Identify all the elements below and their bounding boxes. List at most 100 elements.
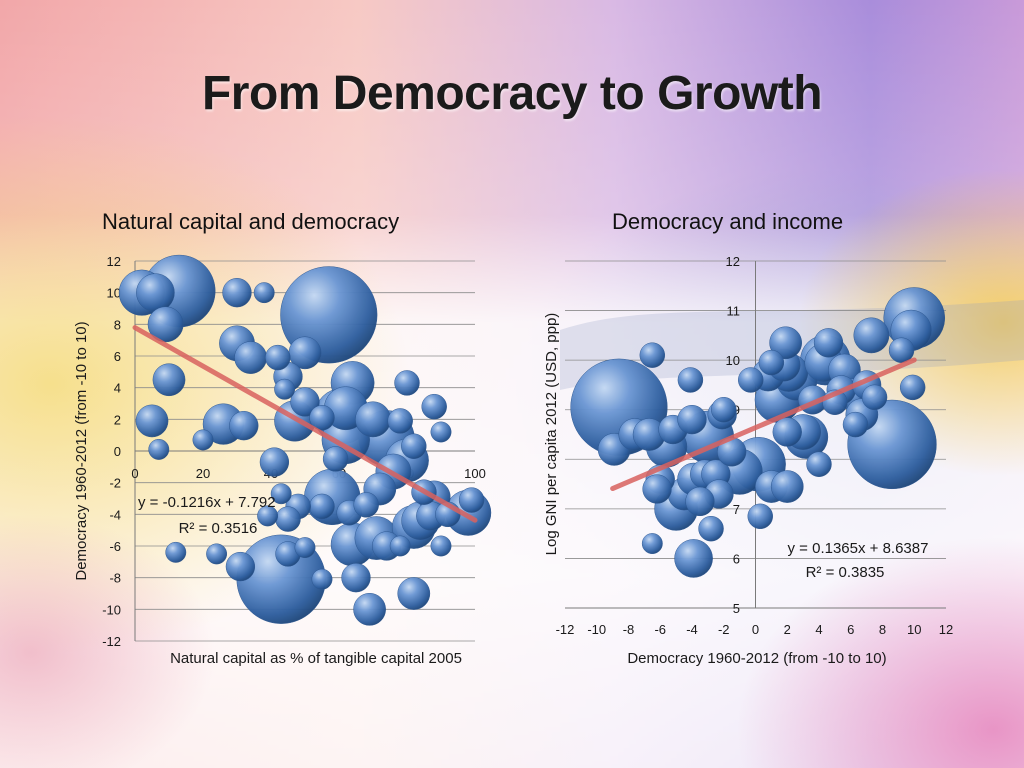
right-data-point: [758, 349, 785, 376]
left-trendline: [132, 325, 478, 523]
left-y-tick-label: -4: [109, 507, 121, 522]
right-y-tick-label: 6: [733, 551, 740, 566]
left-r-squared: R² = 0.3516: [179, 520, 258, 537]
right-x-tick-label: -4: [686, 622, 698, 637]
left-data-point: [394, 370, 420, 396]
left-data-point: [234, 341, 267, 374]
right-y-tick-label: 5: [733, 601, 740, 616]
right-data-point: [842, 411, 869, 438]
right-data-point: [641, 533, 663, 554]
left-y-tick-label: 12: [107, 254, 121, 269]
left-data-point: [430, 535, 452, 557]
left-chart-title: Natural capital and democracy: [102, 209, 400, 234]
right-data-point: [806, 451, 832, 477]
right-data-point: [674, 539, 713, 578]
left-y-tick-label: 8: [114, 317, 121, 332]
left-x-tick-label: 20: [196, 466, 210, 481]
left-data-point: [147, 306, 184, 343]
right-x-tick-label: 10: [907, 622, 921, 637]
right-data-point: [738, 367, 764, 393]
left-data-point: [229, 411, 259, 441]
left-data-point: [259, 447, 290, 477]
right-data-point: [853, 317, 890, 354]
right-y-tick-label: 12: [726, 254, 740, 269]
right-y-tick-label: 7: [733, 502, 740, 517]
left-y-tick-label: 2: [114, 412, 121, 427]
left-trendline-equation: y = -0.1216x + 7.792: [138, 494, 276, 511]
right-data-point: [642, 474, 672, 504]
right-x-tick-label: 4: [815, 622, 822, 637]
left-y-tick-label: 6: [114, 349, 121, 364]
right-y-tick-label: 10: [726, 353, 740, 368]
right-data-point: [677, 404, 707, 435]
left-y-tick-label: 10: [107, 286, 121, 301]
left-data-point: [322, 446, 349, 472]
left-data-point: [253, 282, 275, 304]
left-y-tick-label: 0: [114, 444, 121, 459]
left-y-tick-label: -2: [109, 476, 121, 491]
right-trendline: [610, 357, 917, 492]
right-x-tick-label: 6: [847, 622, 854, 637]
slide-title: From Democracy to Growth: [201, 67, 823, 120]
left-data-point: [387, 408, 413, 434]
right-x-tick-label: -8: [623, 622, 635, 637]
left-data-point: [341, 563, 371, 593]
right-y-tick-label: 11: [727, 304, 741, 319]
right-x-tick-label: 12: [939, 622, 953, 637]
left-data-point: [225, 551, 256, 582]
right-data-point: [711, 396, 737, 423]
left-data-point: [206, 543, 228, 565]
left-data-point: [274, 378, 296, 400]
left-data-point: [265, 344, 291, 371]
left-data-point: [309, 493, 335, 520]
right-x-axis-label: Democracy 1960-2012 (from -10 to 10): [627, 650, 886, 667]
right-x-tick-label: 8: [879, 622, 886, 637]
left-data-point: [421, 393, 447, 420]
left-y-tick-label: 4: [114, 381, 121, 396]
left-y-tick-label: -10: [102, 602, 121, 617]
left-scatter-chart: -12-10-8-6-4-2024681012020406080100y = -…: [73, 254, 492, 667]
left-data-point: [353, 492, 379, 518]
left-y-tick-label: -6: [109, 539, 121, 554]
right-data-point: [772, 417, 802, 447]
left-data-point: [389, 535, 411, 557]
left-data-point: [148, 438, 170, 460]
left-data-point: [275, 506, 301, 532]
right-x-tick-label: -2: [718, 622, 730, 637]
right-data-point: [770, 470, 804, 503]
right-x-tick-label: -12: [556, 622, 575, 637]
left-data-point: [165, 541, 187, 563]
left-data-point: [290, 387, 320, 417]
left-data-point: [222, 278, 252, 308]
right-data-point: [899, 374, 926, 401]
right-data-point: [677, 367, 704, 393]
left-y-tick-label: -12: [102, 634, 121, 649]
right-x-tick-label: 2: [784, 622, 791, 637]
left-data-point: [401, 433, 427, 459]
left-data-point: [458, 487, 485, 513]
left-x-axis-label: Natural capital as % of tangible capital…: [170, 650, 462, 667]
right-data-point: [685, 486, 715, 517]
left-y-axis-label: Democracy 1960-2012 (from -10 to 10): [73, 321, 90, 580]
left-data-point: [294, 537, 316, 559]
left-data-point: [192, 429, 214, 451]
right-data-point: [639, 342, 666, 368]
right-y-axis-label: Log GNI per capita 2012 (USD, ppp): [543, 313, 560, 556]
left-data-point: [257, 505, 279, 527]
left-data-point: [309, 405, 335, 431]
right-data-point: [698, 515, 724, 542]
left-data-point: [397, 577, 431, 610]
left-x-tick-label: 0: [131, 466, 138, 481]
left-data-point: [311, 568, 333, 590]
right-data-point: [861, 384, 888, 411]
left-data-point: [136, 273, 175, 312]
right-x-tick-label: -10: [587, 622, 606, 637]
right-data-point: [769, 326, 803, 360]
right-chart-title: Democracy and income: [612, 209, 844, 234]
left-data-point: [430, 421, 452, 443]
left-data-point: [355, 401, 391, 438]
left-data-point: [270, 483, 292, 505]
right-x-tick-label: 0: [752, 622, 759, 637]
